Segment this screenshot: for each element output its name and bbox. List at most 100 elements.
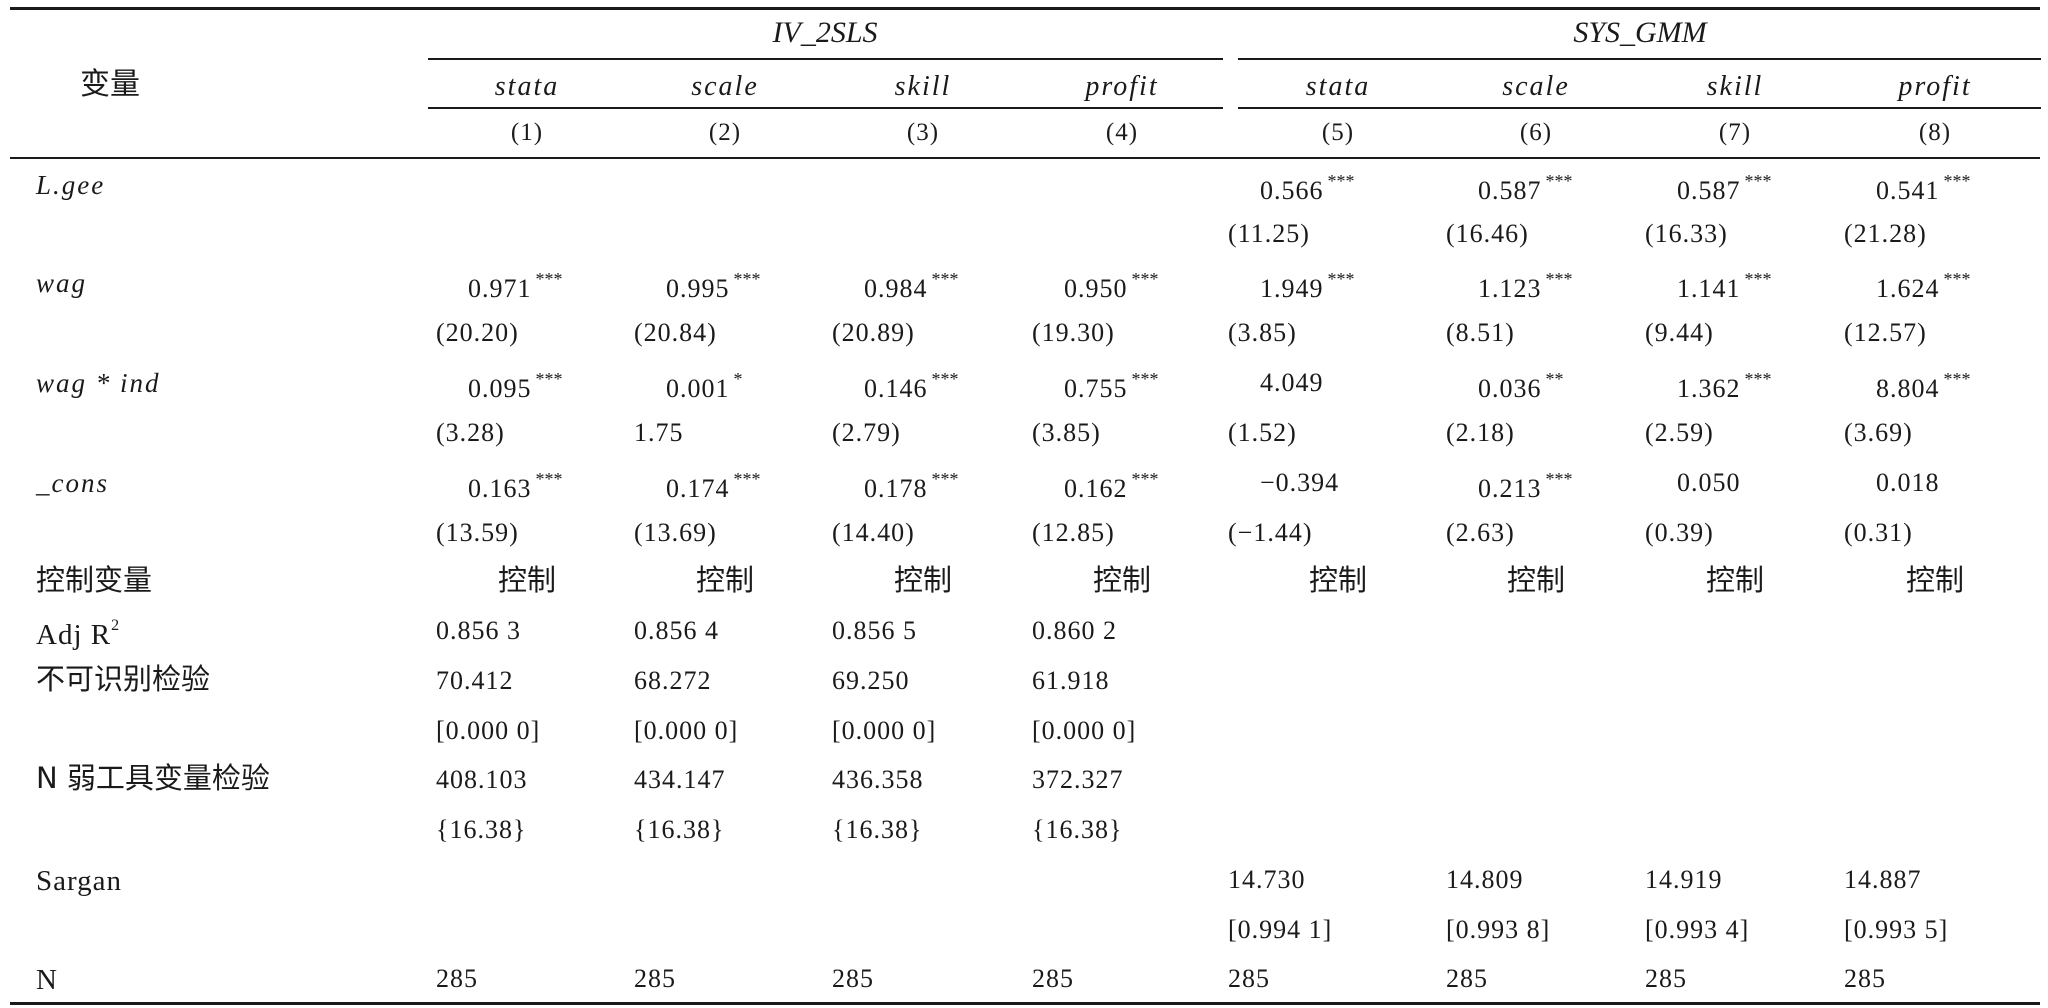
significance-stars: ***: [1943, 269, 1971, 289]
table-top-rule: [10, 7, 2040, 10]
significance-stars: ***: [1744, 269, 1772, 289]
row-label: wag * ind: [36, 368, 161, 398]
significance-stars: ***: [1943, 171, 1971, 191]
table-cell: 0.213 ***: [1478, 469, 1573, 503]
significance-stars: ***: [1131, 369, 1159, 389]
row-label: Adj R2: [36, 617, 121, 651]
table-cell: −0.394: [1260, 468, 1340, 497]
table-cell: [0.993 4]: [1645, 915, 1750, 944]
table-cell: 1.141 ***: [1677, 269, 1772, 303]
table-cell: 控制: [1506, 563, 1566, 597]
table-cell: (2.18): [1446, 418, 1515, 447]
significance-stars: ***: [535, 269, 563, 289]
column-header-name: skill: [894, 71, 952, 102]
table-cell: (3.85): [1032, 418, 1101, 447]
table-cell: (3.69): [1844, 418, 1913, 447]
group-header-iv-2sls: IV_2SLS: [772, 16, 878, 49]
row-label: 控制变量: [36, 563, 153, 597]
header-bottom-rule: [10, 157, 2040, 159]
table-cell: 0.984 ***: [864, 269, 959, 303]
significance-stars: ***: [1545, 171, 1573, 191]
significance-stars: ***: [931, 269, 959, 289]
significance-stars: ***: [931, 369, 959, 389]
table-cell: 285: [1645, 964, 1687, 993]
table-cell: (16.33): [1645, 219, 1728, 248]
table-cell: [0.994 1]: [1228, 915, 1333, 944]
group-header-sys-gmm: SYS_GMM: [1573, 16, 1707, 49]
column-header-name: stata: [1305, 71, 1371, 102]
significance-stars: ***: [1327, 171, 1355, 191]
table-cell: (21.28): [1844, 219, 1927, 248]
table-cell: [0.000 0]: [634, 716, 739, 745]
table-cell: 0.018: [1876, 468, 1940, 497]
table-cell: (16.46): [1446, 219, 1529, 248]
column-header-number: (8): [1918, 119, 1952, 146]
column-header-name: stata: [494, 71, 560, 102]
table-cell: (−1.44): [1228, 518, 1313, 547]
table-cell: 0.178 ***: [864, 469, 959, 503]
significance-stars: *: [733, 369, 743, 389]
table-cell: (9.44): [1645, 318, 1714, 347]
table-cell: 控制: [497, 563, 557, 597]
table-cell: 0.587 ***: [1677, 171, 1772, 205]
column-name-rule: [428, 107, 1223, 109]
table-cell: 0.095 ***: [468, 369, 563, 403]
significance-stars: ***: [1943, 369, 1971, 389]
table-cell: 70.412: [436, 666, 514, 695]
table-cell: 0.001 *: [666, 369, 743, 403]
table-bottom-rule: [10, 1002, 2040, 1005]
table-cell: 0.146 ***: [864, 369, 959, 403]
table-cell: (8.51): [1446, 318, 1515, 347]
table-cell: 1.949 ***: [1260, 269, 1355, 303]
significance-stars: ***: [1744, 369, 1772, 389]
table-cell: (2.63): [1446, 518, 1515, 547]
table-cell: 8.804 ***: [1876, 369, 1971, 403]
table-cell: (13.69): [634, 518, 717, 547]
column-header-name: profit: [1898, 71, 1972, 102]
iv-2sls-group-rule: [428, 58, 1223, 60]
table-cell: 285: [1446, 964, 1488, 993]
table-cell: 0.050: [1677, 468, 1741, 497]
significance-stars: ***: [1545, 469, 1573, 489]
table-cell: 285: [634, 964, 676, 993]
table-cell: (14.40): [832, 518, 915, 547]
row-label: _cons: [36, 468, 109, 498]
table-cell: [0.993 8]: [1446, 915, 1551, 944]
table-cell: 1.624 ***: [1876, 269, 1971, 303]
significance-stars: **: [1545, 369, 1564, 389]
table-cell: (11.25): [1228, 219, 1310, 248]
column-header-number: (2): [708, 119, 742, 146]
table-cell: [0.000 0]: [832, 716, 937, 745]
table-cell: 0.860 2: [1032, 616, 1117, 645]
table-cell: 控制: [1092, 563, 1152, 597]
table-cell: 372.327: [1032, 765, 1124, 794]
table-cell: 0.541 ***: [1876, 171, 1971, 205]
column-header-number: (5): [1321, 119, 1355, 146]
column-header-number: (6): [1519, 119, 1553, 146]
table-cell: 0.587 ***: [1478, 171, 1573, 205]
table-cell: 0.174 ***: [666, 469, 761, 503]
table-cell: 0.566 ***: [1260, 171, 1355, 205]
column-header-number: (4): [1105, 119, 1139, 146]
table-cell: (2.59): [1645, 418, 1714, 447]
table-cell: 0.971 ***: [468, 269, 563, 303]
column-name-rule: [1238, 107, 2041, 109]
table-cell: {16.38}: [832, 815, 923, 844]
row-label: N: [36, 964, 58, 996]
significance-stars: ***: [535, 369, 563, 389]
table-cell: 1.75: [634, 418, 684, 447]
column-header-name: profit: [1085, 71, 1159, 102]
table-cell: [0.000 0]: [436, 716, 541, 745]
table-cell: 408.103: [436, 765, 528, 794]
table-cell: 0.163 ***: [468, 469, 563, 503]
table-cell: 0.856 4: [634, 616, 719, 645]
table-cell: 0.755 ***: [1064, 369, 1159, 403]
table-cell: 436.358: [832, 765, 924, 794]
table-cell: 0.950 ***: [1064, 269, 1159, 303]
row-label: Sargan: [36, 865, 123, 897]
table-cell: 14.730: [1228, 865, 1306, 894]
table-cell: (20.89): [832, 318, 915, 347]
significance-stars: ***: [1545, 269, 1573, 289]
table-cell: 0.995 ***: [666, 269, 761, 303]
significance-stars: ***: [1131, 269, 1159, 289]
